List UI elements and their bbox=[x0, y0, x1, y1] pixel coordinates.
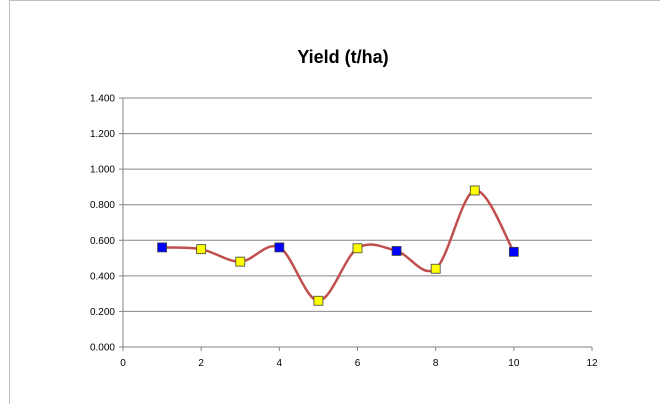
data-point-marker bbox=[430, 263, 441, 274]
y-tick-label: 0.200 bbox=[90, 307, 115, 318]
data-point-marker bbox=[157, 242, 167, 253]
axes bbox=[119, 97, 593, 351]
x-tick-label: 8 bbox=[433, 358, 439, 369]
y-tick-labels: 0.000 0.200 0.400 0.600 0.800 1.000 1.200 1.400 bbox=[90, 94, 115, 354]
data-point-marker bbox=[469, 185, 480, 196]
y-tick-label: 0.800 bbox=[90, 200, 115, 211]
y-tick-label: 1.000 bbox=[90, 165, 115, 176]
x-tick-label: 0 bbox=[120, 358, 126, 369]
series-line-path bbox=[162, 189, 515, 303]
data-points bbox=[157, 185, 519, 306]
y-tick-label: 1.400 bbox=[90, 94, 115, 105]
y-tick-label: 0.600 bbox=[90, 236, 115, 247]
chart-title: Yield (t/ha) bbox=[297, 47, 388, 67]
y-tick-label: 0.400 bbox=[90, 271, 115, 282]
y-tick-label: 0.000 bbox=[90, 343, 115, 354]
data-point-marker bbox=[196, 244, 207, 255]
x-tick-label: 4 bbox=[277, 358, 283, 369]
grid-lines bbox=[123, 97, 592, 312]
x-tick-label: 12 bbox=[586, 358, 598, 369]
data-point-marker bbox=[508, 246, 519, 257]
data-point-marker bbox=[391, 246, 402, 256]
x-tick-label: 10 bbox=[508, 358, 520, 369]
x-tick-label: 6 bbox=[355, 358, 361, 369]
yield-chart: Yield (t/ha) 0.000 0.200 0.400 0.600 0.800 1.… bbox=[90, 47, 598, 369]
data-point-marker bbox=[352, 243, 363, 254]
x-tick-labels: 0 2 4 6 8 10 12 bbox=[120, 358, 598, 369]
x-tick-label: 2 bbox=[198, 358, 204, 369]
series-line bbox=[162, 189, 515, 303]
y-tick-label: 1.200 bbox=[90, 129, 115, 140]
data-point-marker bbox=[313, 295, 324, 306]
data-point-marker bbox=[235, 256, 246, 267]
chart-area: Yield (t/ha) 0.000 0.200 0.400 0.600 0.800 1.… bbox=[9, 0, 660, 404]
data-point-marker bbox=[274, 242, 285, 253]
